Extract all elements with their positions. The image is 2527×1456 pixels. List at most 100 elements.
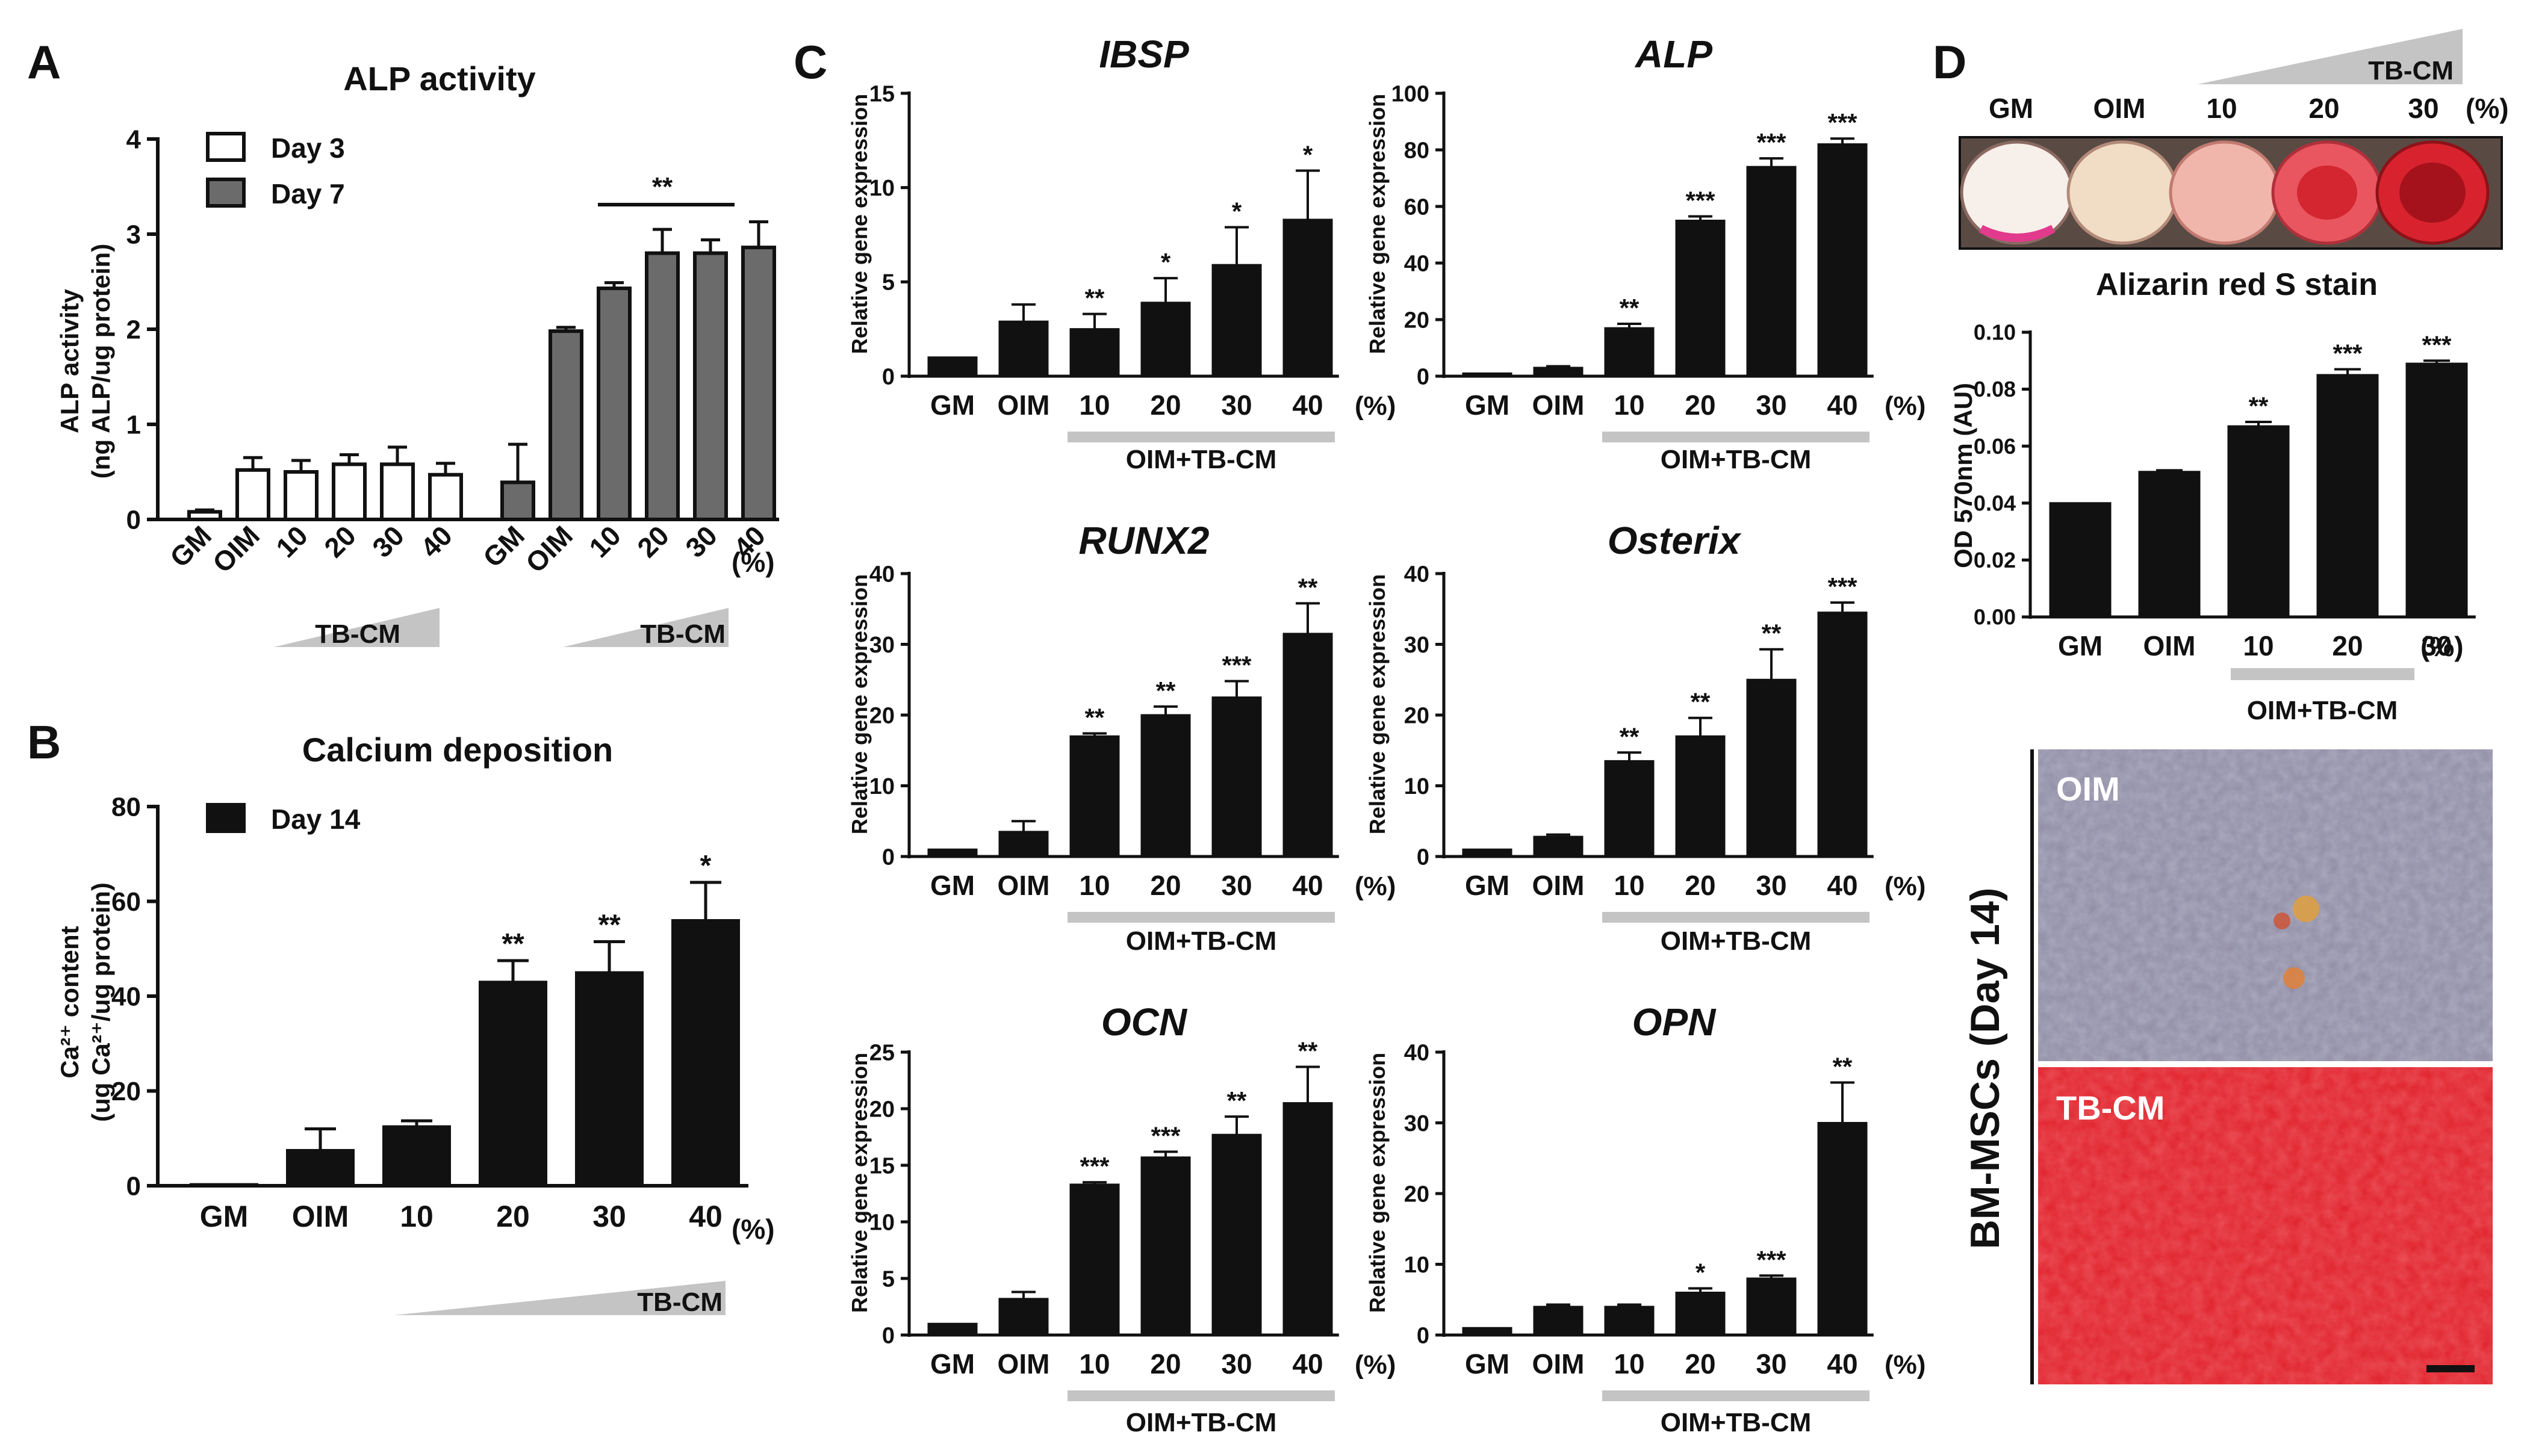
y-tick-label: 5 [882,270,895,296]
y-tick-label: 60 [1404,194,1429,220]
panel-b-title: Calcium deposition [302,731,614,769]
bar-b-20 [479,980,547,1187]
y-tick-label: 20 [869,1097,895,1122]
y-tick-label: 0.02 [1974,548,2016,572]
plate-label-30: 30 [2408,93,2438,124]
scale-bar [2426,1365,2475,1372]
significance-label: ** [1298,1036,1318,1065]
bar-ocn-10 [1069,1183,1120,1336]
category-label: 10 [400,1200,434,1233]
legend-swatch-day14 [206,803,246,833]
y-tick-label: 0 [126,1171,141,1201]
bar-alp-20 [1675,220,1726,377]
category-label: 30 [2421,630,2452,661]
plate-label-gm: GM [1989,93,2033,124]
bar-a-day7-20 [645,251,680,521]
bar-alp-10 [1604,327,1655,377]
bar-ibsp-40 [1282,218,1333,377]
category-label: GM [930,1348,975,1380]
bar-ocn-oim [998,1298,1049,1336]
bar-alp-30 [1746,166,1797,377]
significance-label: *** [1080,1152,1110,1180]
significance-label: ** [1298,573,1318,601]
significance-label: ** [502,928,524,960]
panel-letter-d: D [1933,36,1966,88]
category-label: 20 [1685,1348,1715,1380]
bar-ibsp-30 [1211,264,1262,377]
chart-title-opn: OPN [1632,1000,1717,1044]
bar-ibsp-10 [1069,328,1120,377]
bar-a-day3-oim [235,468,270,522]
panel-d: D TB-CM GM OIM 10 20 30 (%) [1933,29,2509,1384]
y-tick-label: 40 [1404,251,1429,276]
chart-title-ocn: OCN [1101,1000,1188,1044]
category-label: OIM [998,870,1050,901]
bar-opn-20 [1675,1292,1726,1336]
group-label: OIM+TB-CM [1126,1408,1277,1437]
chart-title-runx2: RUNX2 [1079,519,1210,562]
panel-a-ylabel-line2: (ng ALP/ug protein) [87,244,115,479]
y-tick-label: 15 [869,81,895,107]
bar-ocn-40 [1282,1102,1333,1336]
category-label: 40 [689,1200,723,1233]
category-label: 20 [1685,870,1715,901]
bar-ocn-20 [1140,1156,1191,1336]
plate-photo [1959,136,2503,250]
bar-opn-10 [1604,1306,1655,1336]
category-label: 20 [1150,1348,1181,1380]
significance-label: * [1161,248,1171,276]
bar-a-day7-oim [549,329,583,521]
bar-ocn-30 [1211,1133,1262,1336]
group-bar [1068,432,1335,442]
category-label: OIM [2143,630,2196,661]
panel-d-gradient-label: TB-CM [2368,56,2454,85]
significance-label: ** [1085,704,1105,732]
legend-label-day3: Day 3 [271,132,345,164]
y-tick-label: 10 [869,774,895,799]
category-label: 40 [1827,1348,1857,1380]
panel-letter-a: A [27,36,61,88]
category-label: 10 [1079,870,1110,901]
unit-label: (%) [1355,391,1396,421]
bar-ibsp-20 [1140,302,1191,377]
bar-b-oim [286,1148,355,1187]
significance-label: *** [1827,108,1857,137]
category-label: OIM [520,519,579,578]
panel-a-ylabel-line1: ALP activity [55,289,84,433]
plate-label-20: 20 [2308,93,2339,124]
plate-well-10 [2169,140,2281,245]
y-tick-label: 60 [111,887,141,917]
category-label: GM [2058,630,2103,661]
y-tick-label: 2 [126,315,141,344]
bar-b-10 [382,1125,451,1187]
y-tick-label: 20 [1404,703,1429,728]
y-axis-label: Relative gene expression [1365,94,1390,354]
bar-osterix-oim [1533,835,1584,858]
panel-letter-b: B [27,716,61,769]
category-label: OIM [1532,1348,1585,1380]
category-label: 30 [1756,389,1786,421]
plate-well-30 [2375,140,2490,245]
group-bar [1602,1390,1870,1401]
significance-label: *** [1827,572,1857,601]
y-axis-label: Relative gene expression [1365,574,1390,834]
y-tick-label: 0.08 [1974,377,2016,401]
significance-label: ** [2249,392,2269,420]
plate-label-10: 10 [2206,93,2237,124]
category-label: 30 [592,1200,626,1233]
significance-label: *** [2422,330,2452,359]
bar-d-30 [2405,362,2468,618]
panel-d-ylabel: OD 570nm (AU) [1949,383,1977,568]
legend-label-day14: Day 14 [271,804,361,835]
bar-b-40 [671,919,740,1187]
significance-label: *** [1151,1121,1181,1150]
y-tick-label: 0.00 [1974,605,2016,630]
significance-label: ** [1762,619,1782,648]
category-label: 20 [1150,389,1181,421]
bar-a-day7-30 [693,251,728,521]
